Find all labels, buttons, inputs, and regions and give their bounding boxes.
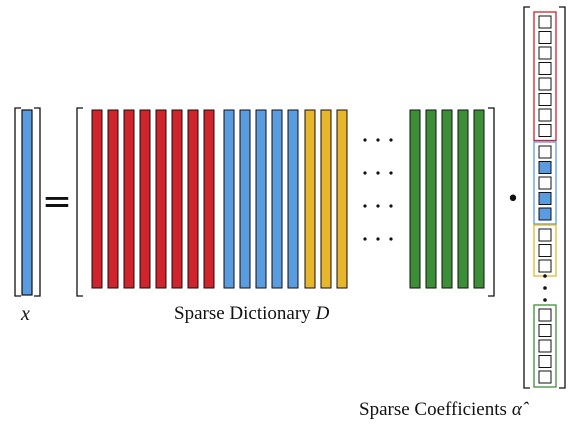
coefficient-group-blue	[533, 141, 557, 225]
dictionary-column-green	[457, 109, 469, 289]
x-vector-bar	[21, 109, 33, 296]
coefficient-cell	[538, 259, 552, 273]
dictionary-column-red	[139, 109, 151, 289]
dictionary-column-green	[409, 109, 421, 289]
dictionary-left-bracket	[76, 107, 83, 297]
coefficients-right-bracket	[559, 6, 566, 389]
dictionary-column-blue	[223, 109, 235, 289]
coefficient-cell	[538, 207, 552, 221]
x-right-bracket	[34, 107, 41, 297]
coefficient-cell	[538, 370, 552, 384]
dictionary-column-blue	[287, 109, 299, 289]
dictionary-column-blue	[239, 109, 251, 289]
dictionary-column-green	[473, 109, 485, 289]
ellipsis-dot	[363, 138, 367, 142]
ellipsis-dot	[389, 138, 393, 142]
coefficient-cell	[538, 228, 552, 242]
x-label: x	[21, 303, 30, 325]
coefficients-left-bracket	[523, 6, 530, 389]
ellipsis-dot	[389, 204, 393, 208]
coefficient-cell	[538, 176, 552, 190]
coefficient-cell	[538, 31, 552, 44]
coefficient-group-frame	[533, 11, 557, 142]
coefficient-ellipsis	[543, 274, 547, 302]
dictionary-column-blue	[255, 109, 267, 289]
coefficient-cell	[538, 77, 552, 91]
dictionary-ellipsis-row	[363, 171, 393, 175]
dictionary-ellipsis-row	[363, 237, 393, 241]
dictionary-column-yellow	[336, 109, 348, 289]
coefficient-cell	[538, 355, 552, 368]
vertical-ellipsis-dot	[543, 286, 547, 290]
coefficients-symbol: α̂	[511, 399, 522, 420]
dictionary-column-green	[441, 109, 453, 289]
ellipsis-dot	[363, 237, 367, 241]
coefficients-label: Sparse Coefficients α̂	[359, 399, 522, 421]
coefficient-cell	[538, 108, 552, 122]
coefficient-groups	[533, 11, 557, 388]
dictionary-column-red	[91, 109, 103, 289]
ellipsis-dot	[376, 138, 380, 142]
coefficient-group-yellow	[533, 224, 557, 277]
coefficient-cell	[538, 339, 552, 353]
dictionary-column-red	[107, 109, 119, 289]
coefficient-group-green	[533, 304, 557, 388]
coefficient-cell	[538, 15, 552, 29]
dictionary-column-green	[425, 109, 437, 289]
ellipsis-dot	[363, 204, 367, 208]
ellipsis-dot	[389, 171, 393, 175]
dictionary-column-yellow	[304, 109, 316, 289]
coefficient-group-frame	[533, 304, 557, 388]
vertical-ellipsis-dot	[543, 298, 547, 302]
coefficient-cell	[538, 308, 552, 322]
coefficient-cell	[538, 244, 552, 257]
ellipsis-dot	[389, 237, 393, 241]
coefficient-cell	[538, 124, 552, 137]
ellipsis-dot	[376, 204, 380, 208]
vertical-ellipsis-dot	[543, 274, 547, 278]
coefficient-cell	[538, 93, 552, 106]
dictionary-column-red	[123, 109, 135, 289]
dictionary-label-text: Sparse Dictionary	[174, 303, 311, 324]
dictionary-column-red	[171, 109, 183, 289]
dictionary-ellipsis-row	[363, 204, 393, 208]
coefficient-cell	[538, 161, 552, 174]
ellipsis-dot	[363, 171, 367, 175]
coefficient-cell	[538, 46, 552, 60]
equals-sign: =	[42, 181, 72, 222]
dictionary-right-bracket	[488, 107, 495, 297]
dictionary-symbol: D	[315, 303, 330, 324]
coefficient-group-red	[533, 11, 557, 142]
dictionary-column-yellow	[320, 109, 332, 289]
coefficients-label-text: Sparse Coefficients	[359, 399, 507, 420]
ellipsis-dot	[376, 171, 380, 175]
dictionary-label: Sparse Dictionary D	[174, 303, 329, 325]
multiply-dot: •	[507, 187, 520, 212]
dictionary-column-red	[155, 109, 167, 289]
dictionary-columns	[91, 109, 485, 289]
x-vector	[14, 107, 41, 297]
coefficient-group-frame	[533, 141, 557, 225]
dictionary-ellipsis-row	[363, 138, 393, 142]
dictionary-column-red	[203, 109, 215, 289]
dictionary-ellipses	[363, 138, 393, 241]
ellipsis-dot	[376, 237, 380, 241]
dictionary-column-blue	[271, 109, 283, 289]
x-left-bracket	[14, 107, 21, 297]
coefficient-cell	[538, 145, 552, 159]
coefficient-cell	[538, 192, 552, 205]
coefficient-cell	[538, 62, 552, 75]
dictionary-column-red	[187, 109, 199, 289]
coefficient-cell	[538, 324, 552, 337]
